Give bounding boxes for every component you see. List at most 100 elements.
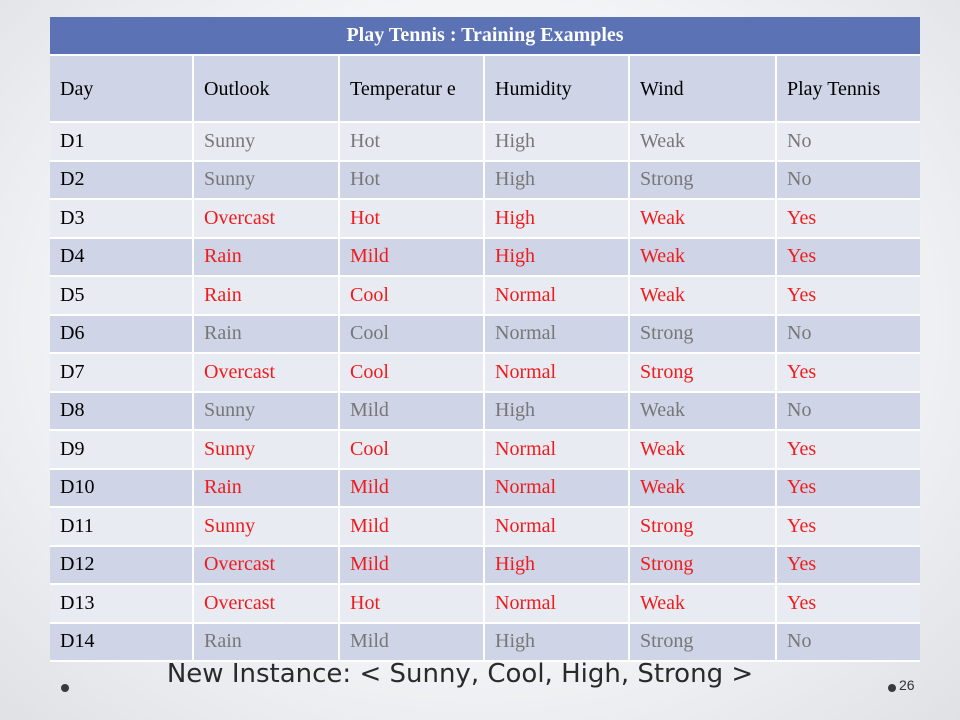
cell-outlook: Overcast bbox=[193, 545, 340, 585]
cell-day: D7 bbox=[50, 353, 194, 393]
cell-humidity: High bbox=[484, 122, 630, 162]
cell-wind: Weak bbox=[629, 276, 777, 316]
cell-play-tennis: No bbox=[776, 391, 921, 431]
cell-wind: Strong bbox=[629, 353, 777, 393]
cell-temperature: Mild bbox=[339, 391, 485, 431]
cell-humidity: Normal bbox=[484, 468, 630, 508]
cell-wind: Weak bbox=[629, 584, 777, 624]
bullet-dot-left bbox=[61, 684, 69, 692]
cell-play-tennis: Yes bbox=[776, 237, 921, 277]
cell-play-tennis: Yes bbox=[776, 545, 921, 585]
cell-temperature: Mild bbox=[339, 622, 485, 662]
new-instance-text: New Instance: < Sunny, Cool, High, Stron… bbox=[166, 659, 754, 689]
cell-wind: Strong bbox=[629, 545, 777, 585]
cell-outlook: Rain bbox=[193, 622, 340, 662]
cell-wind: Weak bbox=[629, 122, 777, 162]
cell-temperature: Mild bbox=[339, 237, 485, 277]
table-row: D13 Overcast Hot Normal Weak Yes bbox=[50, 584, 921, 624]
cell-wind: Strong bbox=[629, 160, 777, 200]
cell-temperature: Cool bbox=[339, 276, 485, 316]
cell-day: D8 bbox=[50, 391, 194, 431]
cell-play-tennis: Yes bbox=[776, 430, 921, 470]
table-row: D11 Sunny Mild Normal Strong Yes bbox=[50, 507, 921, 547]
cell-wind: Weak bbox=[629, 199, 777, 239]
cell-play-tennis: Yes bbox=[776, 353, 921, 393]
cell-day: D6 bbox=[50, 314, 194, 354]
cell-humidity: High bbox=[484, 391, 630, 431]
cell-humidity: High bbox=[484, 237, 630, 277]
cell-temperature: Hot bbox=[339, 199, 485, 239]
cell-wind: Weak bbox=[629, 237, 777, 277]
table-row: D3 Overcast Hot High Weak Yes bbox=[50, 199, 921, 239]
header-temperature: Temperatur e bbox=[339, 55, 485, 123]
cell-day: D4 bbox=[50, 237, 194, 277]
cell-day: D10 bbox=[50, 468, 194, 508]
page-number: 26 bbox=[899, 677, 915, 693]
cell-day: D14 bbox=[50, 622, 194, 662]
cell-humidity: High bbox=[484, 160, 630, 200]
cell-play-tennis: Yes bbox=[776, 584, 921, 624]
cell-wind: Weak bbox=[629, 468, 777, 508]
table-row: D4 Rain Mild High Weak Yes bbox=[50, 237, 921, 277]
table-row: D12 Overcast Mild High Strong Yes bbox=[50, 545, 921, 585]
cell-humidity: Normal bbox=[484, 507, 630, 547]
cell-humidity: Normal bbox=[484, 353, 630, 393]
cell-humidity: Normal bbox=[484, 276, 630, 316]
cell-day: D9 bbox=[50, 430, 194, 470]
cell-outlook: Sunny bbox=[193, 391, 340, 431]
cell-temperature: Hot bbox=[339, 584, 485, 624]
table-row: D10 Rain Mild Normal Weak Yes bbox=[50, 468, 921, 508]
cell-outlook: Rain bbox=[193, 468, 340, 508]
cell-play-tennis: Yes bbox=[776, 507, 921, 547]
header-day: Day bbox=[50, 55, 194, 123]
cell-play-tennis: No bbox=[776, 622, 921, 662]
cell-temperature: Hot bbox=[339, 122, 485, 162]
cell-temperature: Cool bbox=[339, 430, 485, 470]
cell-temperature: Hot bbox=[339, 160, 485, 200]
cell-outlook: Sunny bbox=[193, 122, 340, 162]
table-row: D9 Sunny Cool Normal Weak Yes bbox=[50, 430, 921, 470]
cell-humidity: Normal bbox=[484, 584, 630, 624]
cell-play-tennis: Yes bbox=[776, 276, 921, 316]
table-title: Play Tennis : Training Examples bbox=[50, 17, 921, 56]
cell-outlook: Rain bbox=[193, 237, 340, 277]
header-outlook: Outlook bbox=[193, 55, 340, 123]
cell-outlook: Overcast bbox=[193, 584, 340, 624]
cell-humidity: High bbox=[484, 199, 630, 239]
header-wind: Wind bbox=[629, 55, 777, 123]
table-row: D2 Sunny Hot High Strong No bbox=[50, 160, 921, 200]
cell-play-tennis: Yes bbox=[776, 199, 921, 239]
cell-outlook: Overcast bbox=[193, 199, 340, 239]
table-row: D1 Sunny Hot High Weak No bbox=[50, 122, 921, 162]
table-row: D14 Rain Mild High Strong No bbox=[50, 622, 921, 662]
cell-play-tennis: No bbox=[776, 122, 921, 162]
table-body: D1 Sunny Hot High Weak No D2 Sunny Hot High Strong… bbox=[50, 122, 921, 662]
cell-day: D5 bbox=[50, 276, 194, 316]
cell-wind: Strong bbox=[629, 314, 777, 354]
cell-wind: Weak bbox=[629, 430, 777, 470]
cell-temperature: Mild bbox=[339, 507, 485, 547]
cell-outlook: Overcast bbox=[193, 353, 340, 393]
table-row: D8 Sunny Mild High Weak No bbox=[50, 391, 921, 431]
cell-outlook: Sunny bbox=[193, 507, 340, 547]
header-humidity: Humidity bbox=[484, 55, 630, 123]
cell-wind: Strong bbox=[629, 622, 777, 662]
cell-humidity: Normal bbox=[484, 314, 630, 354]
cell-outlook: Rain bbox=[193, 276, 340, 316]
cell-temperature: Cool bbox=[339, 353, 485, 393]
header-play-tennis: Play Tennis bbox=[776, 55, 921, 123]
cell-day: D12 bbox=[50, 545, 194, 585]
cell-humidity: High bbox=[484, 622, 630, 662]
cell-day: D11 bbox=[50, 507, 194, 547]
cell-outlook: Sunny bbox=[193, 430, 340, 470]
training-examples-table: Play Tennis : Training Examples Day Outl… bbox=[50, 17, 921, 662]
cell-day: D3 bbox=[50, 199, 194, 239]
cell-play-tennis: No bbox=[776, 314, 921, 354]
cell-play-tennis: Yes bbox=[776, 468, 921, 508]
cell-outlook: Rain bbox=[193, 314, 340, 354]
cell-wind: Strong bbox=[629, 507, 777, 547]
table-header-row: Day Outlook Temperatur e Humidity Wind P… bbox=[50, 55, 921, 123]
cell-day: D13 bbox=[50, 584, 194, 624]
cell-wind: Weak bbox=[629, 391, 777, 431]
table-row: D6 Rain Cool Normal Strong No bbox=[50, 314, 921, 354]
